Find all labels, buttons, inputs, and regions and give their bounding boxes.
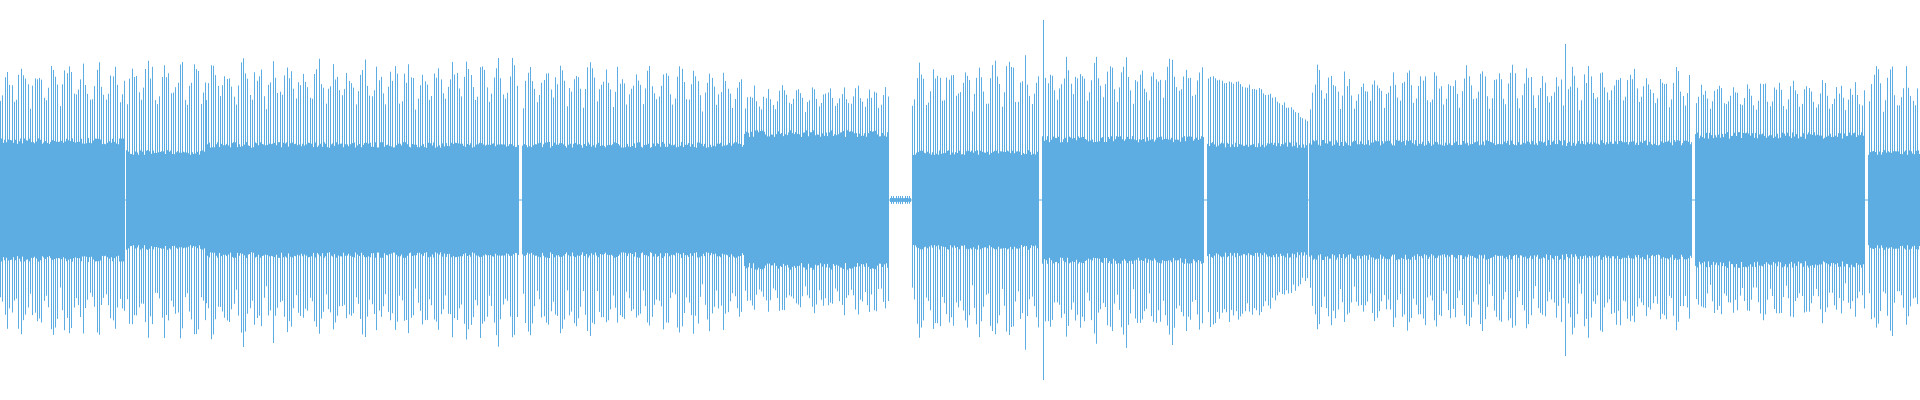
audio-waveform[interactable]: [0, 0, 1920, 400]
